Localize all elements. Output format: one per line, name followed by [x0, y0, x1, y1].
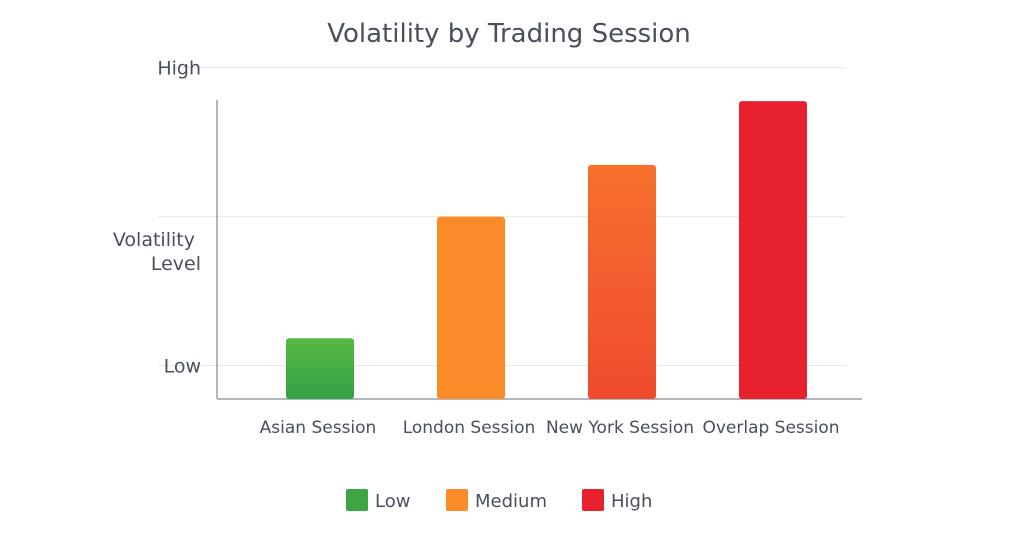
legend-label-medium: Medium — [475, 491, 547, 512]
y-axis-label: Volatility Level — [113, 229, 201, 275]
legend: Low Medium High — [346, 489, 652, 512]
bars — [286, 101, 807, 399]
legend-label-low: Low — [375, 491, 410, 512]
x-tick-label-new-york-session: New York Session — [546, 418, 694, 438]
legend-swatch-low — [346, 489, 368, 511]
bar-asian-session — [286, 338, 354, 399]
legend-label-high: High — [611, 491, 652, 512]
y-tick-labels: Low High — [157, 58, 201, 378]
legend-swatch-medium — [446, 489, 468, 511]
x-tick-labels: Asian Session London Session New York Sess… — [260, 418, 840, 438]
x-tick-label-overlap-session: Overlap Session — [702, 418, 839, 438]
bar-new-york-session — [588, 164, 656, 399]
bar-london-session — [437, 216, 505, 399]
bar-overlap-session — [739, 101, 807, 399]
y-tick-label-low: Low — [164, 356, 201, 378]
y-tick-label-high: High — [157, 58, 201, 80]
legend-swatch-high — [582, 489, 604, 511]
x-tick-label-london-session: London Session — [403, 418, 536, 438]
chart-title: Volatility by Trading Session — [327, 19, 691, 49]
x-tick-label-asian-session: Asian Session — [260, 418, 377, 438]
